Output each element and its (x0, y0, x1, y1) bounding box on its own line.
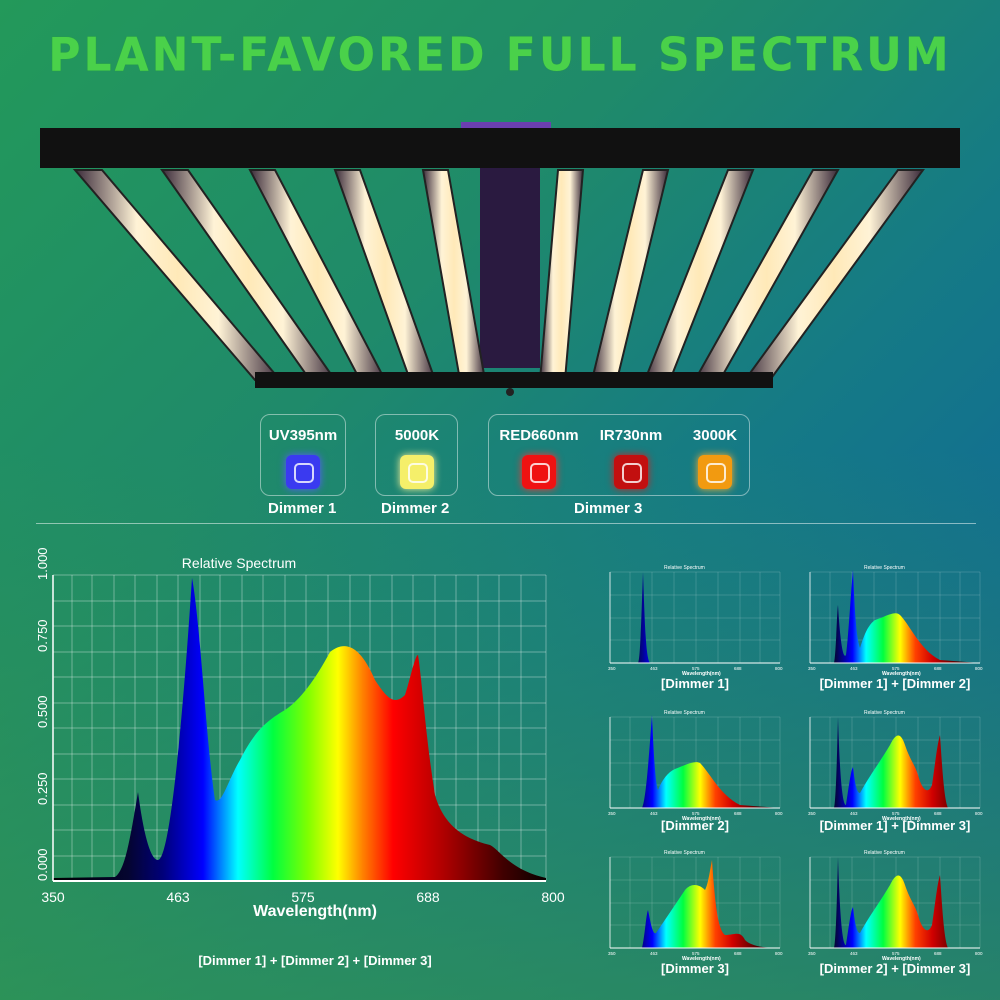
dimmer-2-box (375, 414, 458, 496)
mini-chart-dimmer1 (607, 564, 784, 678)
dimmer-3-label: Dimmer 3 (574, 500, 643, 517)
mini-caption: [Dimmer 3] (661, 961, 729, 976)
dimmer-1-label: Dimmer 1 (268, 500, 337, 517)
mini-chart-dimmer2-3 (807, 849, 984, 963)
led-5000k: 5000K (376, 427, 458, 489)
led-label: 3000K (692, 427, 738, 444)
page-title: PLANT-FAVORED FULL SPECTRUM (48, 28, 952, 83)
dimmer-legend: UV395nm 5000K RED660nm IR730nm 3000K Dim… (0, 405, 1000, 525)
mini-caption: [Dimmer 1] (661, 676, 729, 691)
mini-caption: [Dimmer 2] + [Dimmer 3] (819, 961, 971, 976)
ir-chip-icon (614, 455, 648, 489)
mini-chart-dimmer1-2 (807, 564, 984, 678)
x-tick: 463 (166, 889, 190, 905)
dimmer-2-label: Dimmer 2 (381, 500, 450, 517)
section-divider (36, 523, 976, 524)
led-ir730: IR730nm (590, 427, 672, 489)
chart-title: Relative Spectrum (182, 555, 296, 571)
y-tick: 1.000 (35, 547, 50, 580)
mini-chart-dimmer1-3 (807, 709, 984, 823)
x-tick: 800 (541, 889, 565, 905)
main-chart-caption: [Dimmer 1] + [Dimmer 2] + [Dimmer 3] (198, 953, 432, 968)
mini-chart-dimmer2 (607, 709, 784, 823)
y-tick: 0.500 (35, 695, 50, 728)
x-tick: 575 (291, 889, 315, 905)
warm-3000k-chip-icon (698, 455, 732, 489)
y-tick: 0.250 (35, 772, 50, 805)
mini-chart-dimmer3 (607, 849, 784, 963)
dimmer-1-box (260, 414, 346, 496)
mini-caption: [Dimmer 2] (661, 818, 729, 833)
spectrum-area (53, 578, 546, 881)
led-red660: RED660nm (494, 427, 584, 489)
x-tick: 350 (41, 889, 65, 905)
main-spectrum-chart: Relative Spectrum 350 463 575 688 800 Wa… (35, 547, 565, 920)
mini-caption: [Dimmer 1] + [Dimmer 2] (819, 676, 971, 691)
x-axis-label: Wavelength(nm) (253, 903, 377, 920)
bottom-rail (255, 372, 773, 388)
led-label: UV395nm (268, 427, 338, 444)
y-tick: 0.000 (35, 848, 50, 881)
y-tick: 0.750 (35, 619, 50, 652)
grow-light-fixture (40, 122, 960, 396)
led-3000k: 3000K (680, 427, 750, 489)
mini-caption: [Dimmer 1] + [Dimmer 3] (819, 818, 971, 833)
x-tick: 688 (416, 889, 440, 905)
light-bars (72, 169, 925, 381)
uv-chip-icon (286, 455, 320, 489)
center-spine (480, 168, 540, 368)
dimmer-3-box (488, 414, 750, 496)
top-rail (40, 128, 960, 168)
led-label: IR730nm (599, 427, 663, 444)
led-uv395: UV395nm (262, 427, 344, 489)
red-chip-icon (522, 455, 556, 489)
white-5000k-chip-icon (400, 455, 434, 489)
led-label: 5000K (394, 427, 440, 444)
led-label: RED660nm (499, 427, 579, 444)
